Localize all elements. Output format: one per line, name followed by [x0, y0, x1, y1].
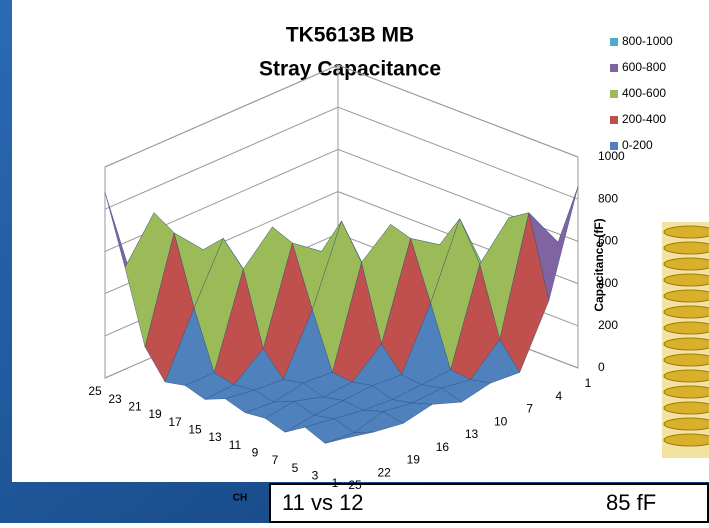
result-table: [269, 483, 709, 523]
legend-label: 600-800: [622, 60, 666, 74]
x-tick-label: 23: [108, 392, 122, 406]
grid-line: [104, 148, 579, 252]
legend-swatch: [610, 38, 618, 46]
depth-tick-label: 25: [348, 478, 362, 492]
z-tick-label: 0: [598, 360, 605, 374]
x-tick-label: 17: [168, 415, 182, 429]
x-tick-label: 19: [148, 407, 162, 421]
z-tick-label: 1000: [598, 149, 625, 163]
z-tick-label: 400: [598, 276, 618, 290]
legend-swatch: [610, 142, 618, 150]
coil-image: [662, 222, 709, 458]
depth-tick-label: 4: [556, 389, 563, 403]
table-cell: 11 vs 12: [282, 490, 364, 515]
table-cell: 85 fF: [606, 490, 656, 515]
x-tick-label: 13: [208, 430, 222, 444]
depth-tick-label: 10: [494, 414, 508, 428]
depth-tick-label: 16: [436, 440, 450, 454]
x-tick-label: 1: [332, 476, 339, 490]
depth-tick-label: 7: [526, 402, 533, 416]
legend-label: 400-600: [622, 86, 666, 100]
depth-tick-label: 19: [407, 453, 421, 467]
x-tick-label: 25: [88, 384, 102, 398]
z-tick-label: 200: [598, 318, 618, 332]
x-axis-label: CH: [233, 493, 247, 504]
legend-swatch: [610, 116, 618, 124]
x-tick-label: 3: [312, 469, 319, 483]
legend-label: 200-400: [622, 112, 666, 126]
x-tick-label: 15: [188, 423, 202, 437]
x-tick-label: 9: [252, 446, 259, 460]
legend-swatch: [610, 64, 618, 72]
surface-cell: [324, 431, 375, 444]
z-tick-label: 600: [598, 234, 618, 248]
chart-title: TK5613B MB: [286, 24, 414, 47]
legend-label: 800-1000: [622, 34, 673, 48]
depth-tick-label: 1: [585, 376, 592, 390]
x-tick-label: 11: [229, 438, 242, 452]
depth-tick-label: 13: [465, 427, 479, 441]
depth-tick-label: 22: [377, 465, 391, 479]
x-tick-label: 5: [292, 461, 299, 475]
chart-subtitle: Stray Capacitance: [259, 58, 441, 81]
x-tick-label: 7: [272, 453, 279, 467]
z-tick-label: 800: [598, 191, 618, 205]
legend-label: 0-200: [622, 138, 653, 152]
legend-swatch: [610, 90, 618, 98]
z-axis-label: Capacitance (fF): [592, 218, 606, 311]
x-tick-label: 21: [128, 400, 142, 414]
grid-line: [104, 106, 579, 210]
grid-line: [104, 64, 579, 168]
